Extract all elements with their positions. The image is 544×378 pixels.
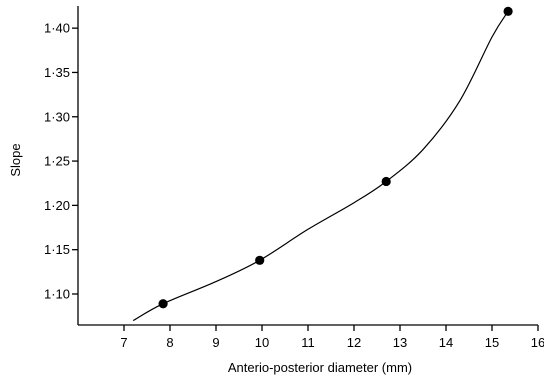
y-tick-label: 1·10 <box>44 286 70 301</box>
x-tick-label: 7 <box>120 335 127 350</box>
x-tick-label: 15 <box>485 335 499 350</box>
x-tick-label: 13 <box>393 335 407 350</box>
x-tick-label: 10 <box>255 335 269 350</box>
x-tick-label: 12 <box>347 335 361 350</box>
data-point <box>503 6 513 16</box>
x-axis-title: Anterio-posterior diameter (mm) <box>228 360 412 375</box>
x-tick-label: 16 <box>531 335 544 350</box>
x-tick-label: 14 <box>439 335 453 350</box>
x-tick-label: 8 <box>166 335 173 350</box>
data-point <box>255 255 265 265</box>
series-line <box>132 11 509 322</box>
y-axis-title: Slope <box>8 143 23 176</box>
y-tick-label: 1·15 <box>44 242 70 257</box>
y-tick-label: 1·30 <box>44 109 70 124</box>
y-tick-label: 1·25 <box>44 154 70 169</box>
plot-area: 7 8 9 10 11 12 13 14 15 16 1·10 1·15 1·20 1·25 1·30 1·3… <box>44 6 544 350</box>
x-tick-label: 11 <box>301 335 315 350</box>
y-tick-label: 1·35 <box>44 65 70 80</box>
y-tick-label: 1·40 <box>44 21 70 36</box>
data-point <box>381 176 391 187</box>
x-tick-label: 9 <box>212 335 219 350</box>
y-tick-label: 1·20 <box>44 198 70 213</box>
data-point <box>158 299 168 309</box>
